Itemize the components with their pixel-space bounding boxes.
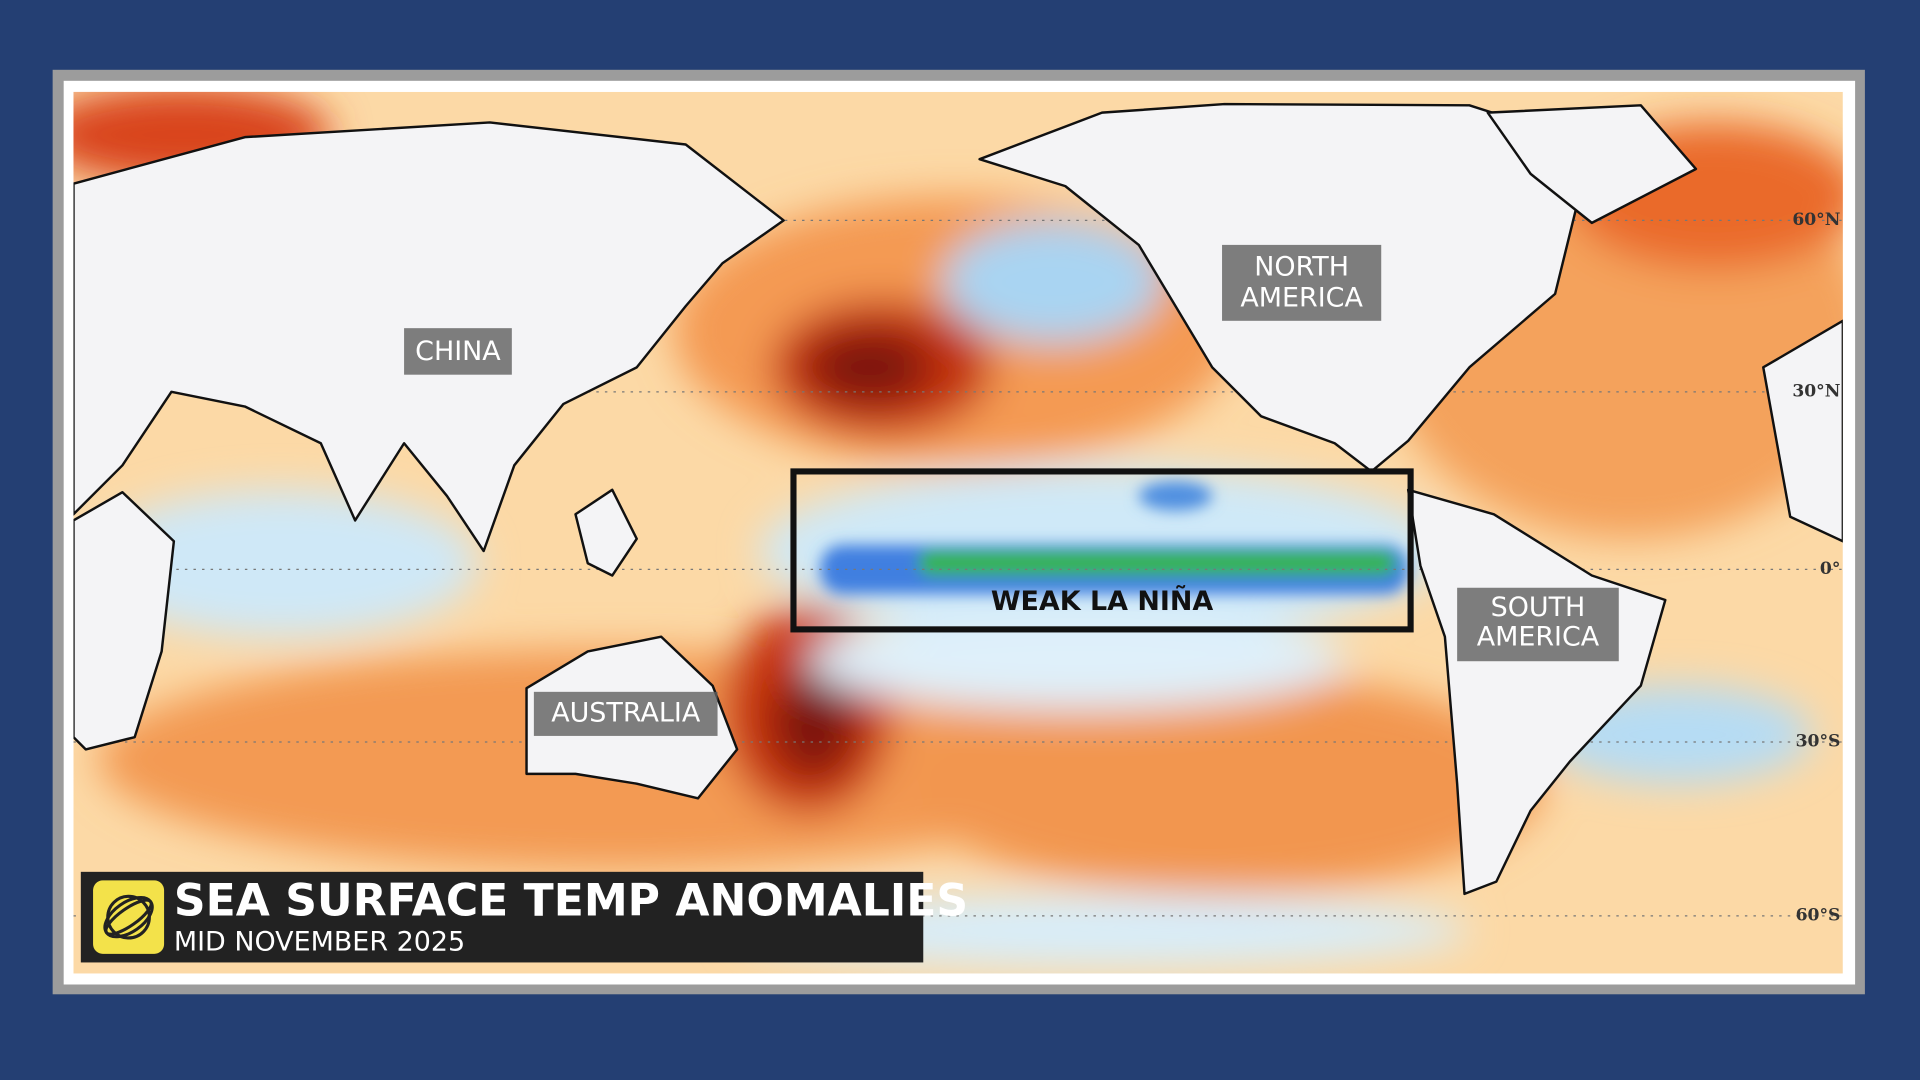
region-label: NORTH AMERICA	[1222, 244, 1382, 321]
label-box	[1457, 587, 1619, 662]
region-name: SOUTH	[1491, 592, 1586, 623]
label-box	[1222, 244, 1382, 321]
latitude-label: 30°S	[1796, 732, 1841, 752]
latitude-label: 60°S	[1796, 905, 1841, 925]
logo-mark	[103, 894, 154, 940]
region-name: AUSTRALIA	[551, 697, 701, 728]
anomaly-field	[73, 91, 1843, 968]
label-box	[404, 328, 512, 375]
subtitle: MID NOVEMBER 2025	[174, 926, 465, 957]
region-name: AMERICA	[1240, 282, 1363, 313]
region-label: SOUTH AMERICA	[1457, 587, 1619, 662]
region-name: CHINA	[415, 336, 501, 367]
la-nina-box	[790, 468, 1414, 633]
region-label: CHINA	[404, 328, 512, 375]
logo	[93, 880, 165, 954]
title: SEA SURFACE TEMP ANOMALIES	[174, 876, 968, 927]
region-label: AUSTRALIA	[533, 691, 718, 736]
la-nina-core	[820, 481, 1409, 594]
label-box	[533, 691, 718, 736]
title-background	[80, 871, 924, 963]
highlight-label: WEAK LA NIÑA	[991, 585, 1214, 617]
map	[73, 91, 1843, 974]
latitude-label: 30°N	[1792, 381, 1840, 401]
latitude-label: 0°	[1820, 559, 1840, 579]
title-bar: SEA SURFACE TEMP ANOMALIES MID NOVEMBER …	[80, 871, 968, 963]
latitude-label: 60°N	[1792, 210, 1840, 230]
region-name: NORTH	[1254, 252, 1349, 283]
region-name: AMERICA	[1477, 621, 1600, 652]
